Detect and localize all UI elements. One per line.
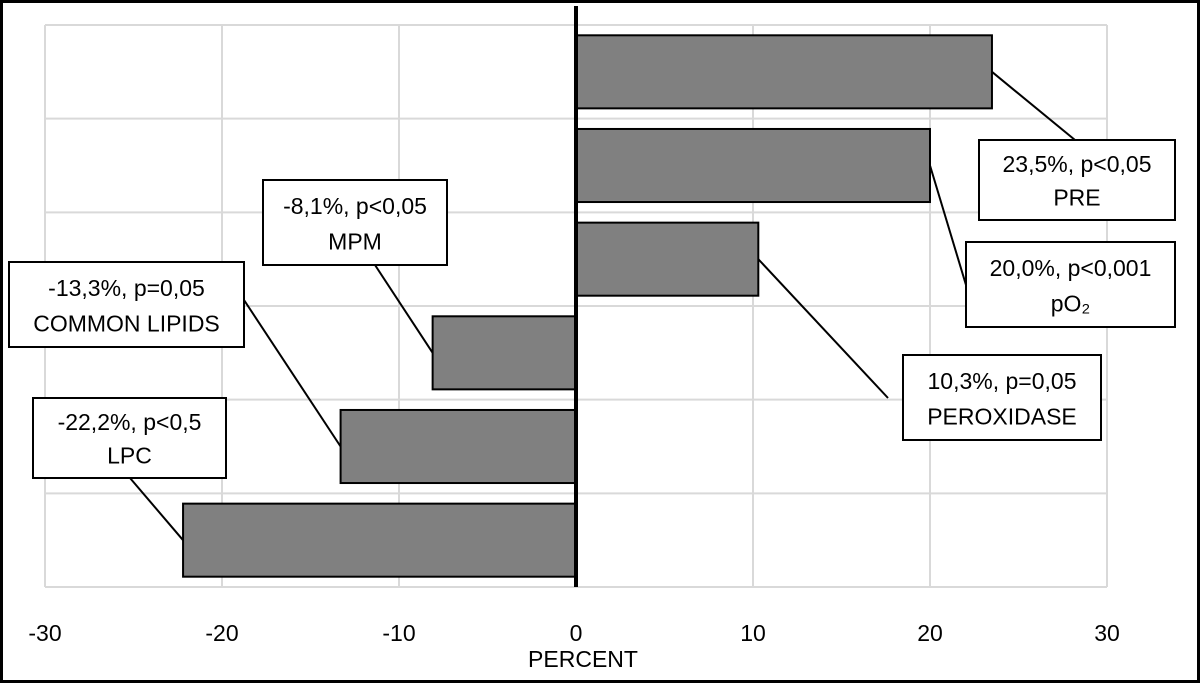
annotation-value-label: -13,3%, p=0,05 bbox=[48, 275, 205, 301]
bar bbox=[339, 408, 577, 485]
x-tick-label: 30 bbox=[1094, 620, 1120, 646]
annotation-category-label: PEROXIDASE bbox=[927, 404, 1077, 430]
annotation-box bbox=[262, 179, 448, 266]
annotation-box bbox=[32, 397, 227, 479]
annotation-value-label: 20,0%, p<0,001 bbox=[990, 255, 1152, 281]
bar bbox=[575, 34, 993, 110]
bar bbox=[575, 127, 931, 204]
annotation-category-label: PRE bbox=[1053, 185, 1100, 211]
annotation-category-label: pO₂ bbox=[1051, 291, 1091, 317]
x-tick-label: 10 bbox=[740, 620, 766, 646]
bar bbox=[182, 502, 577, 578]
annotation-leader-line bbox=[129, 477, 184, 541]
annotation-category-label: LPC bbox=[107, 443, 152, 469]
annotation-category-label: MPM bbox=[328, 229, 382, 255]
x-tick-label: 0 bbox=[570, 620, 583, 646]
annotation-leader-line bbox=[991, 71, 1076, 141]
annotation-box bbox=[902, 354, 1102, 441]
annotation-box bbox=[8, 261, 245, 348]
annotations: 23,5%, p<0,05 PRE 20,0%, p<0,001 pO₂ 10,3%, … bbox=[8, 71, 1176, 541]
axes: -30 -20 -10 0 10 20 30 bbox=[28, 6, 1120, 646]
annotation-leader-line bbox=[243, 299, 342, 448]
x-tick-label: -30 bbox=[28, 620, 61, 646]
x-tick-label: 20 bbox=[917, 620, 943, 646]
annotation-box bbox=[965, 241, 1176, 328]
annotation-box bbox=[978, 139, 1176, 221]
annotation-leader-line bbox=[929, 165, 967, 286]
annotation-value-label: -22,2%, p<0,5 bbox=[58, 409, 202, 435]
annotation-value-label: 10,3%, p=0,05 bbox=[928, 368, 1077, 394]
annotation-value-label: -8,1%, p<0,05 bbox=[283, 193, 427, 219]
annotation-leader-line bbox=[374, 264, 434, 354]
bar bbox=[575, 221, 760, 297]
x-tick-label: -20 bbox=[205, 620, 238, 646]
bar bbox=[431, 315, 577, 391]
x-tick-label: -10 bbox=[382, 620, 415, 646]
annotation-value-label: 23,5%, p<0,05 bbox=[1003, 151, 1152, 177]
x-axis-title: PERCENT bbox=[528, 646, 638, 672]
annotation-leader-line bbox=[757, 258, 889, 399]
annotation-category-label: COMMON LIPIDS bbox=[33, 311, 220, 337]
